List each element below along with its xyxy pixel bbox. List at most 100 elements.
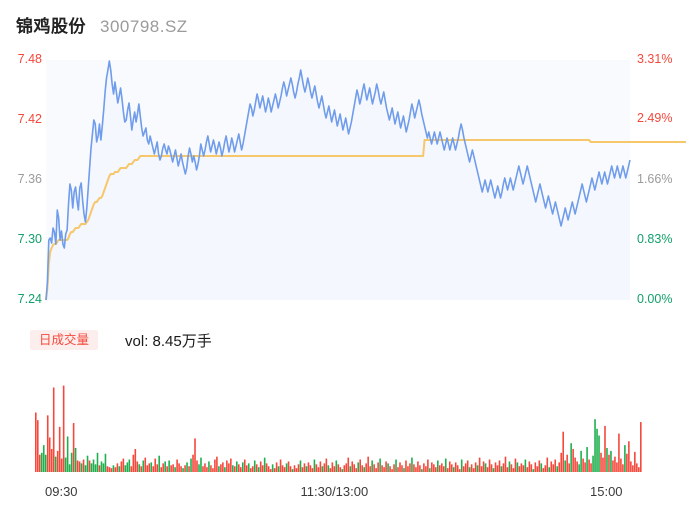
volume-bar [435,467,437,472]
volume-bar [226,460,228,472]
volume-bar [536,466,539,472]
volume-bar [478,457,481,472]
volume-bar [439,465,441,472]
volume-bar [444,458,447,472]
volume-bar [128,459,131,472]
volume-bar [608,454,610,472]
volume-bar [498,460,501,472]
volume-bar [582,458,584,472]
volume-bar [46,415,49,472]
volume-bar [114,467,117,472]
volume-bar [299,460,302,472]
volume-bar [361,465,363,472]
volume-bar [40,452,43,472]
volume-header: 日成交量 vol: 8.45万手 [0,326,686,354]
volume-bar [385,461,387,472]
volume-bar [580,450,582,472]
volume-bar [369,466,371,472]
volume-bar [488,459,491,472]
volume-bar [251,466,254,472]
volume-bar [160,467,162,472]
volume-bar [466,460,469,472]
volume-bar [267,466,270,472]
volume-bar [592,455,594,472]
volume-bar [458,469,461,472]
volume-bar [317,467,320,472]
volume-bar [72,423,75,472]
stock-code: 300798.SZ [100,17,188,36]
volume-bar [180,466,182,472]
y-axis-left-tick: 7.30 [17,232,42,246]
volume-bar [174,467,176,472]
volume-bar [44,454,47,472]
volume-bar [391,469,393,472]
volume-bar [636,463,638,472]
volume-bar [293,465,296,472]
volume-bar [552,464,555,472]
volume-bar [411,457,413,472]
volume-bar [442,466,445,472]
volume-bar [542,468,545,472]
volume-bar [124,465,127,472]
y-axis-left-tick: 7.24 [17,292,42,306]
volume-bar [239,467,242,472]
volume-bar [329,468,332,472]
volume-bar [281,465,284,472]
volume-bar [76,460,79,472]
volume-bar [450,464,453,472]
volume-bar [584,462,586,472]
volume-bar [178,463,180,472]
volume-bar [132,454,135,472]
volume-bar [238,464,240,472]
volume-bar [208,461,210,472]
volume-bar [470,464,473,472]
volume-bar [182,468,184,472]
volume-bar [626,453,628,472]
volume-bar [544,465,547,472]
volume-bar [333,466,336,472]
volume-bar [476,465,479,472]
volume-bar [192,454,194,472]
volume-bar [572,448,574,472]
volume-bar [170,465,172,472]
volume-bar [134,448,137,472]
x-axis: 09:30 11:30/13:00 15:00 [0,484,686,504]
volume-bar [206,467,208,472]
volume-bar [92,459,95,472]
volume-bar [401,465,403,472]
volume-bar [62,385,65,472]
volume-bar [371,460,373,472]
volume-bar [122,458,125,472]
volume-bar [550,461,553,472]
volume-bar [484,463,487,472]
volume-bar [142,460,145,472]
volume-bar [359,459,361,472]
volume-bar [425,466,427,472]
volume-bar [395,459,397,472]
volume-bar [508,461,511,472]
volume-bar [474,462,477,472]
volume-bar [218,466,220,472]
volume-bar [126,462,129,472]
volume-bar [68,464,71,472]
volume-bar [496,465,499,472]
volume-bar [448,461,451,472]
volume-bar [212,468,214,472]
volume-bar [253,460,256,472]
volume-bar [357,462,360,472]
volume-bar [393,464,395,472]
volume-bar [570,443,572,472]
volume-bar [120,461,123,472]
volume-bar [58,426,61,472]
volume-bar [309,465,312,472]
volume-bar [437,460,439,472]
volume-chart [0,368,686,478]
volume-bar [98,465,101,472]
volume-bar [273,468,276,472]
volume-bar [522,465,525,472]
volume-bar [383,467,385,472]
volume-bar [152,466,155,472]
volume-bar [220,464,222,472]
volume-bar [64,457,67,472]
volume-bar [403,468,405,472]
